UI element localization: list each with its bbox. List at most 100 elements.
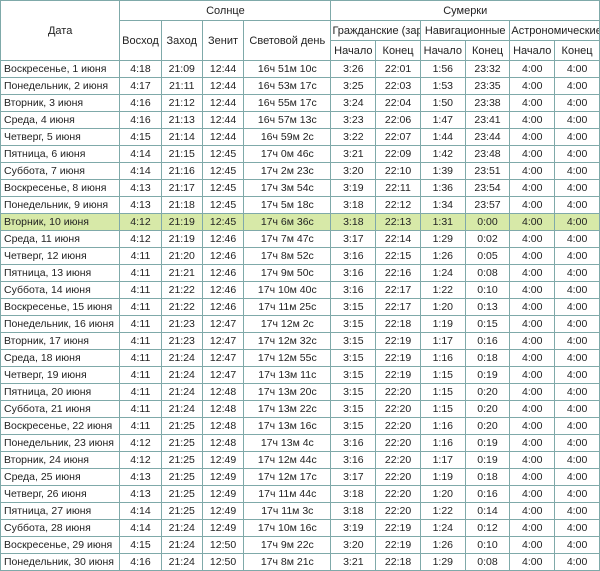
table-row: Суббота, 28 июня4:1421:2412:4917ч 10м 16… (1, 520, 600, 537)
cell-daylight: 17ч 12м 32с (244, 333, 331, 350)
cell-sunrise: 4:11 (120, 401, 161, 418)
cell-date: Понедельник, 30 июня (1, 554, 120, 571)
cell-civil-start: 3:17 (331, 231, 376, 248)
cell-date: Четверг, 26 июня (1, 486, 120, 503)
cell-date: Суббота, 14 июня (1, 282, 120, 299)
table-row: Пятница, 13 июня4:1121:2112:4617ч 9м 50с… (1, 265, 600, 282)
cell-civil-end: 22:14 (376, 231, 421, 248)
cell-civil-start: 3:25 (331, 78, 376, 95)
cell-date: Воскресенье, 22 июня (1, 418, 120, 435)
cell-nav-end: 0:19 (465, 367, 510, 384)
cell-astro-end: 4:00 (555, 61, 600, 78)
cell-zenith: 12:46 (202, 265, 243, 282)
cell-astro-start: 4:00 (510, 214, 555, 231)
cell-civil-start: 3:20 (331, 163, 376, 180)
cell-astro-start: 4:00 (510, 486, 555, 503)
cell-astro-start: 4:00 (510, 78, 555, 95)
cell-astro-start: 4:00 (510, 333, 555, 350)
cell-sunset: 21:25 (161, 418, 202, 435)
cell-nav-start: 1:19 (420, 316, 465, 333)
cell-astro-start: 4:00 (510, 180, 555, 197)
cell-civil-start: 3:18 (331, 503, 376, 520)
cell-sunset: 21:22 (161, 299, 202, 316)
cell-astro-start: 4:00 (510, 299, 555, 316)
cell-sunrise: 4:13 (120, 486, 161, 503)
cell-nav-start: 1:17 (420, 333, 465, 350)
cell-astro-end: 4:00 (555, 112, 600, 129)
cell-zenith: 12:49 (202, 503, 243, 520)
cell-sunrise: 4:14 (120, 146, 161, 163)
cell-sunset: 21:24 (161, 554, 202, 571)
cell-daylight: 17ч 13м 16с (244, 418, 331, 435)
cell-daylight: 17ч 0м 46с (244, 146, 331, 163)
cell-civil-start: 3:16 (331, 452, 376, 469)
cell-zenith: 12:46 (202, 248, 243, 265)
cell-astro-end: 4:00 (555, 401, 600, 418)
cell-nav-end: 23:38 (465, 95, 510, 112)
cell-civil-start: 3:19 (331, 520, 376, 537)
cell-nav-end: 0:10 (465, 282, 510, 299)
cell-sunrise: 4:11 (120, 299, 161, 316)
cell-sunrise: 4:15 (120, 537, 161, 554)
cell-nav-start: 1:16 (420, 435, 465, 452)
cell-sunset: 21:22 (161, 282, 202, 299)
cell-sunset: 21:11 (161, 78, 202, 95)
hdr-sunrise: Восход (120, 21, 161, 61)
cell-sunrise: 4:12 (120, 435, 161, 452)
cell-sunset: 21:21 (161, 265, 202, 282)
cell-nav-end: 23:35 (465, 78, 510, 95)
cell-nav-start: 1:50 (420, 95, 465, 112)
cell-date: Вторник, 24 июня (1, 452, 120, 469)
cell-zenith: 12:47 (202, 367, 243, 384)
hdr-astro-start: Начало (510, 41, 555, 61)
cell-astro-end: 4:00 (555, 418, 600, 435)
table-row: Четверг, 5 июня4:1521:1412:4416ч 59м 2с3… (1, 129, 600, 146)
cell-nav-end: 0:19 (465, 435, 510, 452)
cell-civil-end: 22:18 (376, 554, 421, 571)
cell-zenith: 12:49 (202, 469, 243, 486)
table-row: Понедельник, 9 июня4:1321:1812:4517ч 5м … (1, 197, 600, 214)
cell-sunset: 21:25 (161, 469, 202, 486)
table-row: Суббота, 7 июня4:1421:1612:4517ч 2м 23с3… (1, 163, 600, 180)
cell-daylight: 16ч 59м 2с (244, 129, 331, 146)
table-row: Суббота, 21 июня4:1121:2412:4817ч 13м 22… (1, 401, 600, 418)
cell-sunset: 21:15 (161, 146, 202, 163)
cell-daylight: 17ч 3м 54с (244, 180, 331, 197)
cell-astro-start: 4:00 (510, 384, 555, 401)
cell-daylight: 17ч 12м 55с (244, 350, 331, 367)
cell-civil-end: 22:06 (376, 112, 421, 129)
table-row: Среда, 25 июня4:1321:2512:4917ч 12м 17с3… (1, 469, 600, 486)
cell-sunset: 21:23 (161, 333, 202, 350)
cell-nav-start: 1:26 (420, 537, 465, 554)
cell-nav-end: 0:00 (465, 214, 510, 231)
cell-civil-start: 3:15 (331, 384, 376, 401)
table-row: Среда, 18 июня4:1121:2412:4717ч 12м 55с3… (1, 350, 600, 367)
cell-civil-end: 22:19 (376, 367, 421, 384)
cell-sunset: 21:23 (161, 316, 202, 333)
table-body: Воскресенье, 1 июня4:1821:0912:4416ч 51м… (1, 61, 600, 571)
cell-date: Суббота, 21 июня (1, 401, 120, 418)
cell-nav-start: 1:24 (420, 265, 465, 282)
cell-sunset: 21:20 (161, 248, 202, 265)
cell-daylight: 17ч 12м 17с (244, 469, 331, 486)
cell-civil-start: 3:16 (331, 435, 376, 452)
cell-astro-start: 4:00 (510, 248, 555, 265)
cell-zenith: 12:46 (202, 282, 243, 299)
cell-sunset: 21:19 (161, 214, 202, 231)
cell-nav-end: 0:15 (465, 316, 510, 333)
cell-civil-end: 22:20 (376, 503, 421, 520)
cell-nav-end: 0:08 (465, 554, 510, 571)
cell-astro-end: 4:00 (555, 520, 600, 537)
cell-astro-start: 4:00 (510, 418, 555, 435)
cell-nav-start: 1:16 (420, 350, 465, 367)
cell-nav-start: 1:29 (420, 554, 465, 571)
cell-sunset: 21:24 (161, 350, 202, 367)
cell-date: Понедельник, 23 июня (1, 435, 120, 452)
cell-nav-start: 1:56 (420, 61, 465, 78)
cell-sunset: 21:24 (161, 537, 202, 554)
cell-sunrise: 4:16 (120, 112, 161, 129)
cell-date: Воскресенье, 29 июня (1, 537, 120, 554)
cell-astro-start: 4:00 (510, 401, 555, 418)
cell-astro-end: 4:00 (555, 350, 600, 367)
cell-date: Среда, 18 июня (1, 350, 120, 367)
